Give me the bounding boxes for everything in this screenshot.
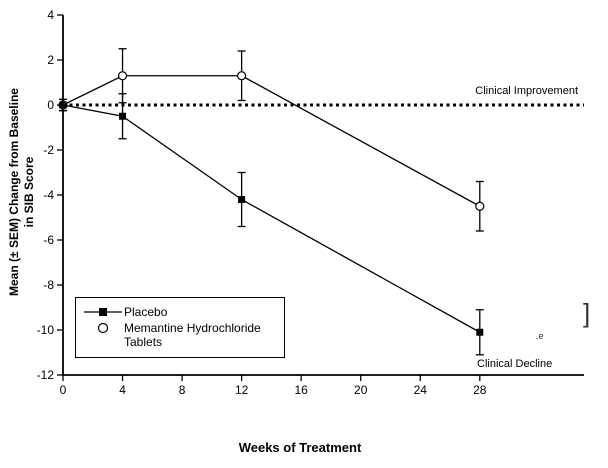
svg-text:4: 4 [119,383,126,397]
legend: Placebo Memantine Hydrochloride Tablets [75,297,285,358]
legend-label-placebo: Placebo [124,305,168,319]
y-axis-label-line2: in SIB Score [22,156,36,228]
artifact-bracket: ] [583,298,591,328]
svg-text:2: 2 [47,53,54,67]
svg-text:-2: -2 [43,143,54,157]
y-axis-label: Mean (± SEM) Change from Baseline in SIB… [7,42,37,342]
svg-text:12: 12 [235,383,249,397]
clinical-improvement-label: Clinical Improvement [475,85,578,97]
svg-text:0: 0 [60,383,67,397]
filled-square-marker-icon [84,308,122,316]
svg-text:20: 20 [354,383,368,397]
svg-text:-8: -8 [43,278,54,292]
open-circle-marker-icon [97,322,109,334]
clinical-decline-label: Clinical Decline [477,358,553,370]
artifact-stray-text: .e [536,331,544,341]
svg-text:-6: -6 [43,233,54,247]
svg-text:16: 16 [294,383,308,397]
svg-text:4: 4 [47,8,54,22]
svg-text:-12: -12 [37,368,55,382]
x-axis-label: Weeks of Treatment [238,440,362,455]
svg-text:8: 8 [179,383,186,397]
svg-text:28: 28 [473,383,487,397]
legend-label-memantine: Memantine Hydrochloride Tablets [124,321,261,349]
svg-text:24: 24 [414,383,428,397]
legend-entry-placebo: Placebo [82,305,278,319]
svg-text:-10: -10 [37,323,55,337]
legend-entry-memantine: Memantine Hydrochloride Tablets [82,321,278,349]
y-axis-label-line1: Mean (± SEM) Change from Baseline [7,88,21,296]
svg-text:-4: -4 [43,188,54,202]
svg-text:0: 0 [47,98,54,112]
